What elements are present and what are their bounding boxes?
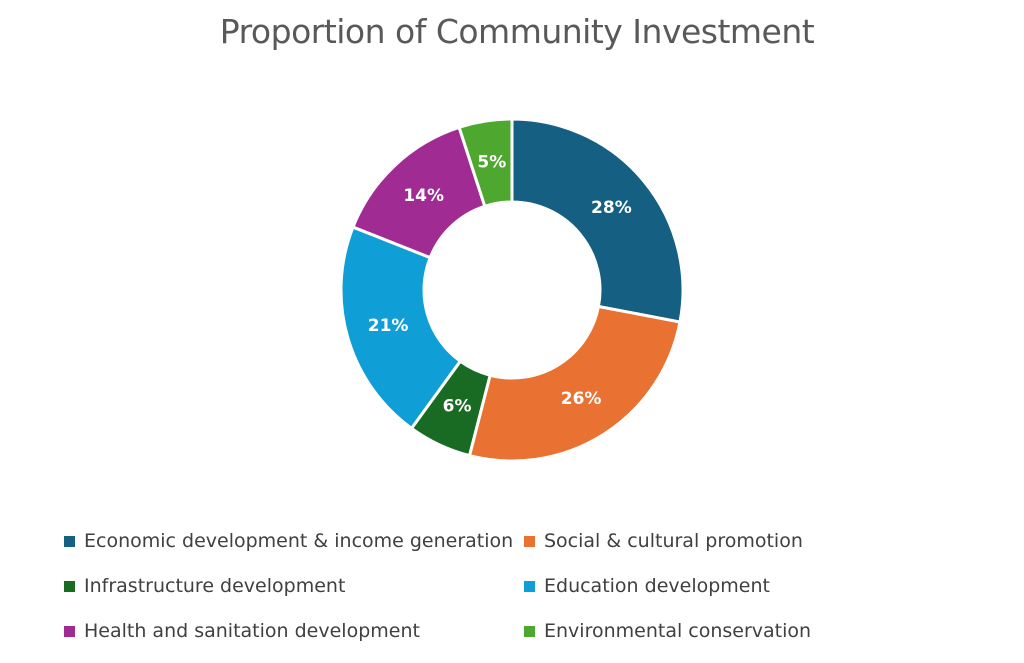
slices-group [339, 117, 685, 463]
slice-environmental-conservation [457, 117, 514, 208]
slice-label-economic-development-and-income-generation: 28% [591, 198, 632, 218]
slice-label-environmental-conservation: 5% [477, 153, 506, 173]
slice-label-health-and-sanitation-development: 14% [403, 186, 444, 206]
slice-social-and-cultural-promotion [467, 304, 682, 463]
chart-title: Proportion of Community Investment [219, 12, 815, 51]
slice-education-development [339, 225, 462, 430]
slice-economic-development-and-income-generation [510, 117, 685, 324]
slice-label-social-and-cultural-promotion: 26% [561, 389, 602, 409]
labels-group: 28% 26% 6% 21% 14% 5% [368, 153, 632, 417]
slice-label-infrastructure-development: 6% [443, 397, 472, 417]
slice-label-education-development: 21% [368, 316, 409, 336]
